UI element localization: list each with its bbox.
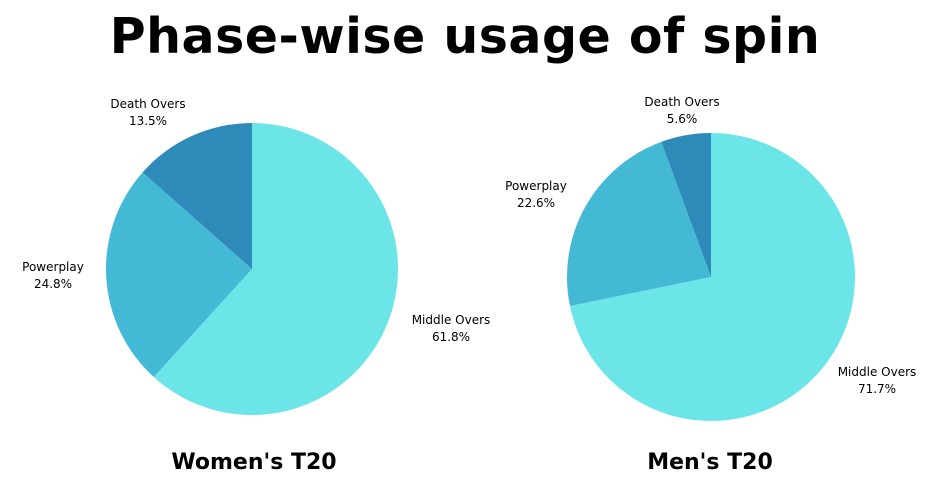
pie-slice-powerplay (105, 172, 252, 378)
pie-slice-middle-overs (153, 123, 398, 415)
pie-chart-womens-t20: Women's T20 Middle Overs 61.8% Powerplay 24… (22, 97, 490, 475)
slice-label: Powerplay (505, 179, 567, 193)
pie-slice-powerplay (567, 141, 711, 307)
slice-value-label: 22.6% (517, 196, 555, 210)
slice-value-label: 13.5% (129, 114, 167, 128)
pie-slice-death-overs (142, 123, 252, 269)
slice-value-label: 71.7% (858, 382, 896, 396)
slice-value-label: 61.8% (432, 330, 470, 344)
slice-label: Middle Overs (412, 313, 491, 327)
pie-slice-middle-overs (569, 133, 855, 421)
slice-value-label: 5.6% (667, 112, 698, 126)
page-title: Phase-wise usage of spin (109, 8, 821, 65)
pie-slice-death-overs (661, 133, 711, 277)
chart-title-mens-t20: Men's T20 (647, 450, 773, 475)
slice-label: Powerplay (22, 260, 84, 274)
slice-label: Death Overs (644, 95, 719, 109)
chart-title-womens-t20: Women's T20 (171, 450, 336, 475)
slice-label: Death Overs (110, 97, 185, 111)
slice-value-label: 24.8% (34, 277, 72, 291)
slice-label: Middle Overs (838, 365, 917, 379)
pie-chart-mens-t20: Men's T20 Middle Overs 71.7% Powerplay 22.6… (505, 95, 916, 475)
